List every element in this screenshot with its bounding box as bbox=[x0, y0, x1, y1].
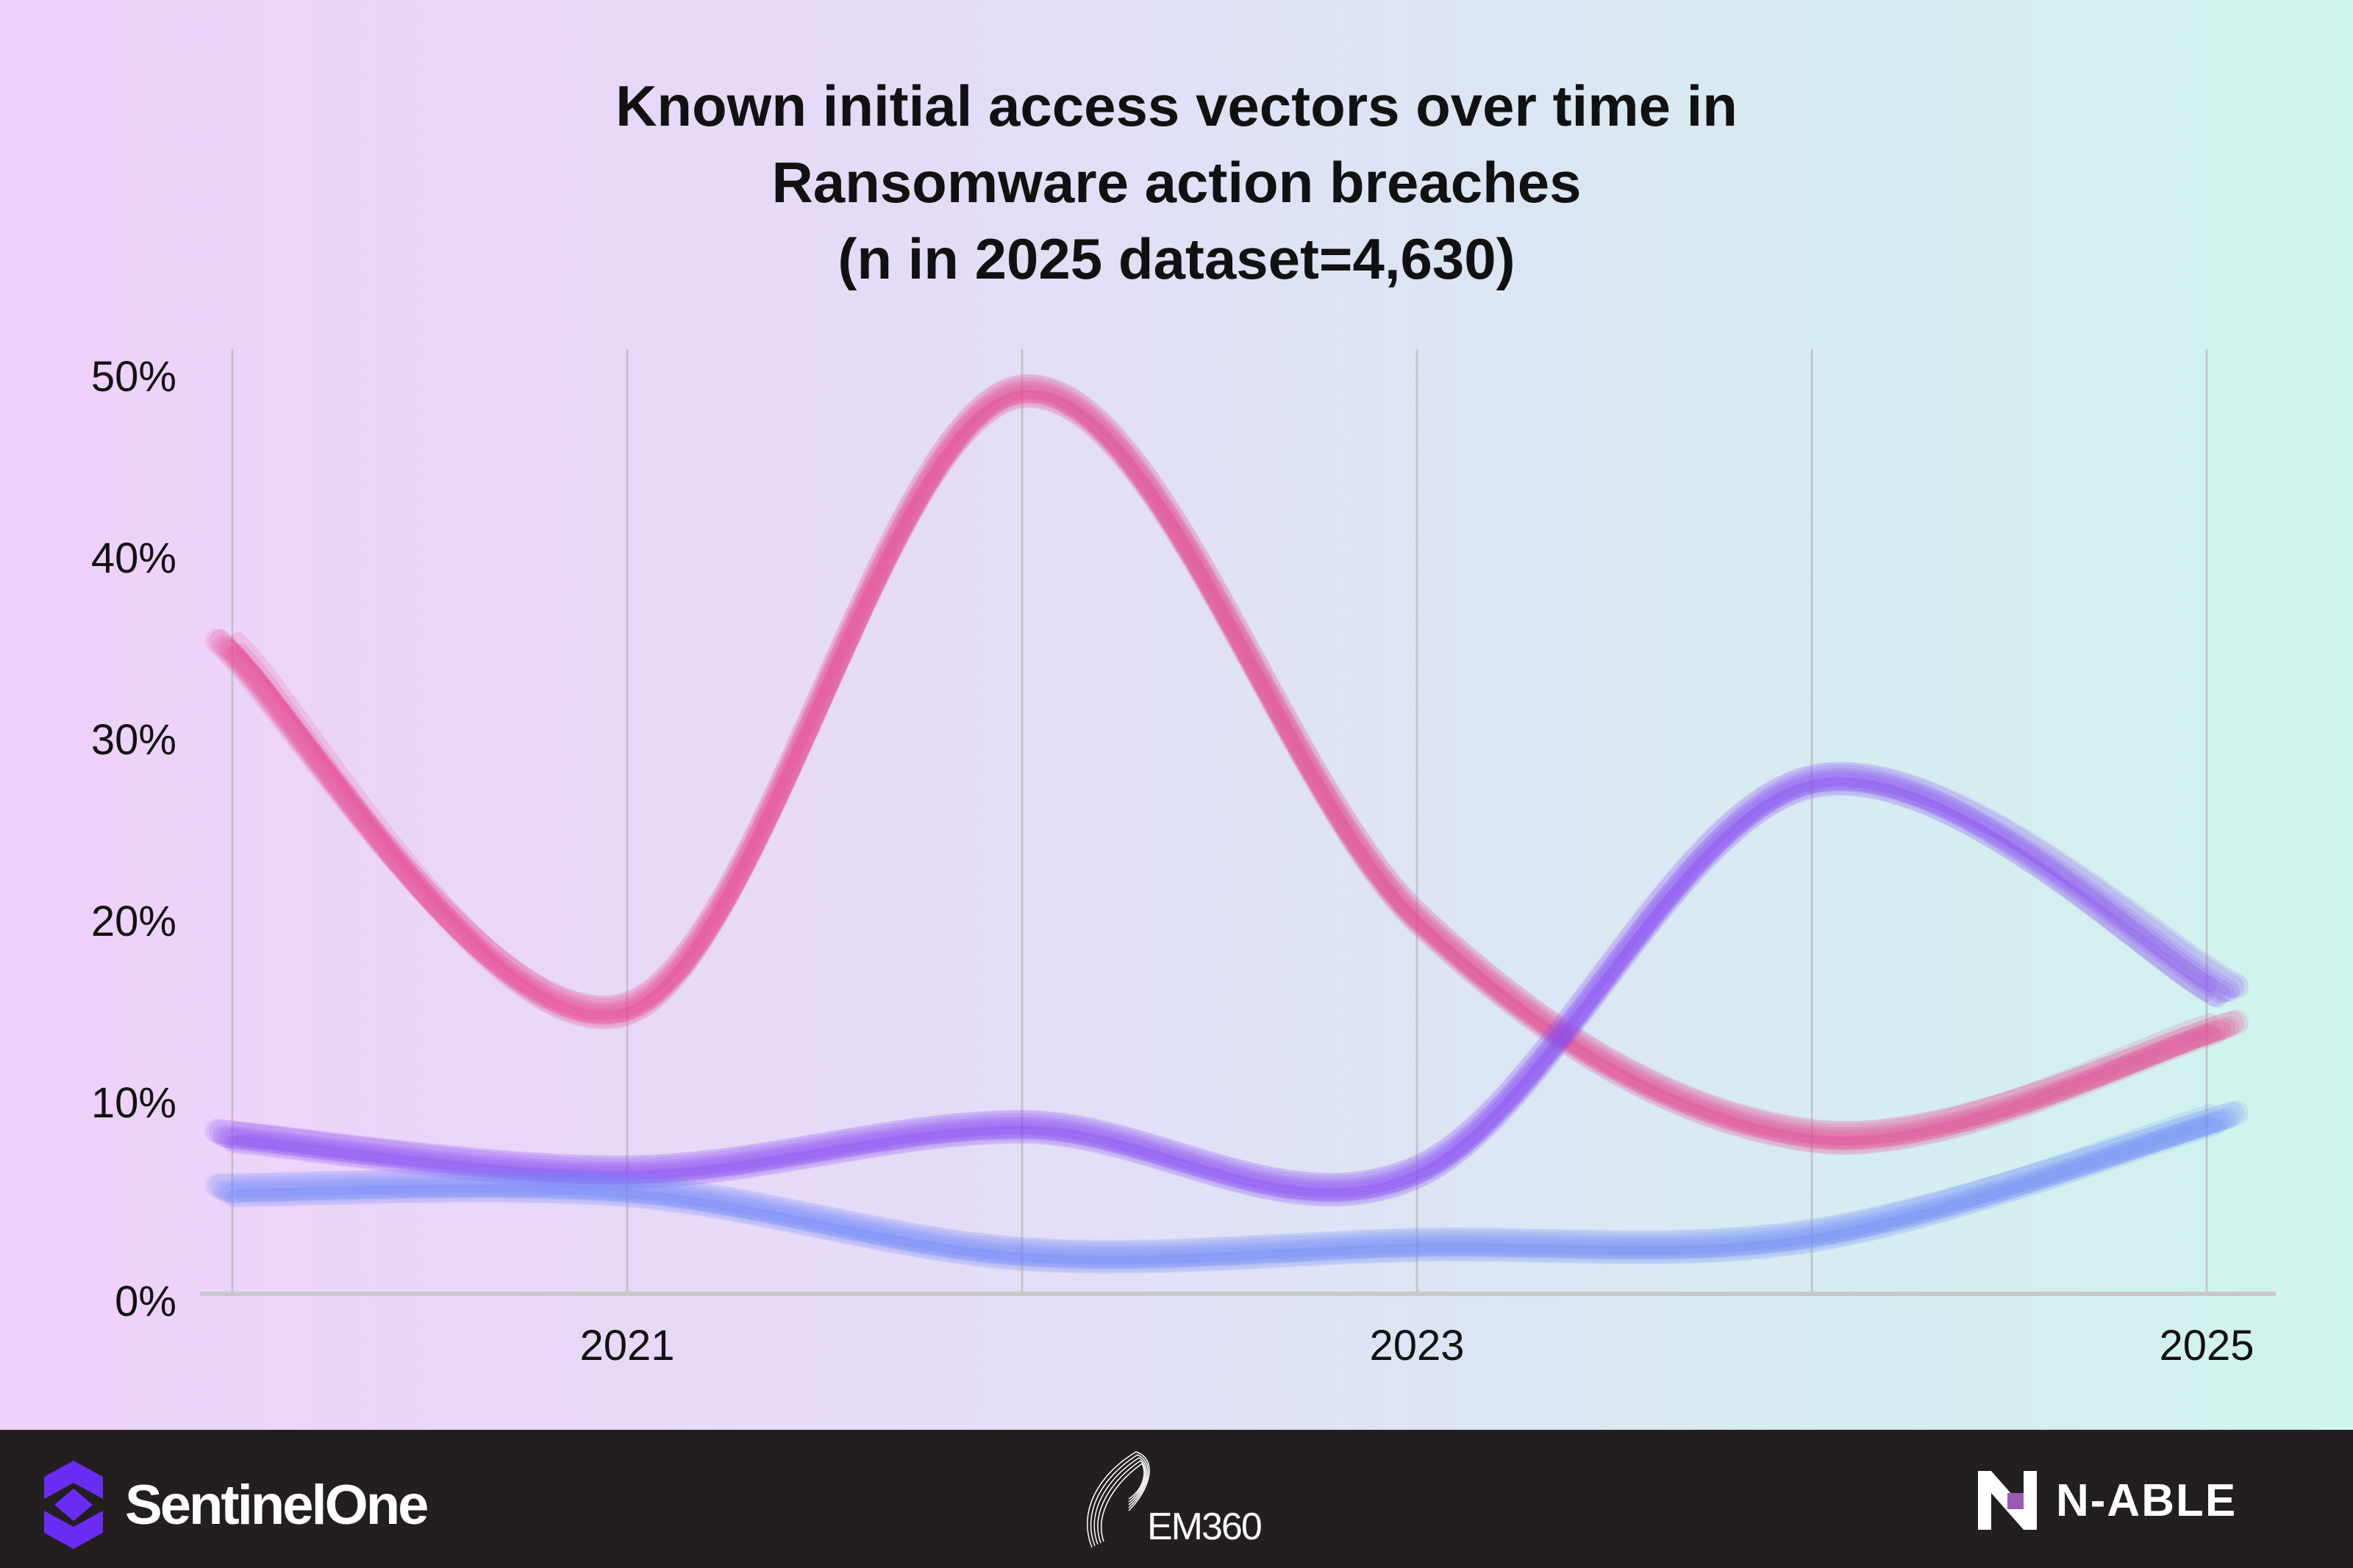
series-line bbox=[209, 1101, 2244, 1264]
series-line bbox=[216, 1109, 2235, 1269]
y-tick-label: 0% bbox=[115, 1278, 176, 1325]
series-line bbox=[231, 765, 2218, 1191]
chart-title-line-2: Ransomware action breaches bbox=[771, 150, 1582, 215]
y-tick-label: 30% bbox=[91, 716, 176, 764]
series-line bbox=[224, 390, 2227, 1156]
series-line bbox=[227, 1117, 2222, 1273]
series-line bbox=[227, 778, 2222, 1206]
x-tick-label: 2025 bbox=[2159, 1322, 2254, 1370]
series-line bbox=[213, 380, 2240, 1150]
x-tick-label: 2023 bbox=[1369, 1322, 1464, 1370]
series-line bbox=[216, 382, 2235, 1150]
series-line bbox=[231, 377, 2218, 1139]
sentinelone-mark-icon bbox=[44, 1461, 103, 1549]
em360-logo: EM360 bbox=[1077, 1445, 1263, 1558]
series-1 bbox=[205, 762, 2249, 1207]
series-line bbox=[205, 374, 2249, 1146]
series-2 bbox=[205, 1100, 2249, 1274]
y-tick-label: 50% bbox=[91, 353, 176, 401]
chart-title: Known initial access vectors over time i… bbox=[0, 68, 2353, 297]
footer-logo-bar: SentinelOne EM360 N-ABLE bbox=[0, 1430, 2353, 1568]
series-line bbox=[224, 1117, 2227, 1274]
n-able-mark-icon bbox=[1978, 1471, 2037, 1530]
series-line bbox=[220, 384, 2231, 1151]
series-line bbox=[231, 1103, 2218, 1258]
chart-title-line-3: (n in 2025 dataset=4,630) bbox=[838, 226, 1515, 291]
series-line bbox=[213, 767, 2240, 1201]
series-line bbox=[213, 1106, 2240, 1269]
x-tick-label: 2021 bbox=[579, 1322, 674, 1370]
series-line bbox=[235, 776, 2213, 1201]
series-line bbox=[216, 770, 2235, 1202]
y-tick-label: 10% bbox=[91, 1079, 176, 1127]
series-line bbox=[235, 1115, 2213, 1268]
series-line bbox=[205, 762, 2249, 1198]
em360-swirl-icon bbox=[1086, 1451, 1150, 1548]
series-line bbox=[220, 1111, 2231, 1270]
series-line bbox=[227, 390, 2222, 1154]
y-tick-label: 40% bbox=[91, 534, 176, 582]
series-0 bbox=[205, 374, 2249, 1156]
series-line bbox=[220, 773, 2231, 1203]
series-line bbox=[224, 778, 2227, 1207]
y-tick-label: 20% bbox=[91, 898, 176, 945]
line-chart: 0% 10% 20% 30% 40% 50% 2021 2023 2025 bbox=[91, 349, 2276, 1370]
sentinelone-logo: SentinelOne bbox=[44, 1461, 429, 1549]
series-line bbox=[209, 762, 2244, 1198]
chart-title-line-1: Known initial access vectors over time i… bbox=[615, 74, 1738, 138]
series-line bbox=[235, 389, 2213, 1149]
series-line bbox=[205, 1100, 2249, 1265]
n-able-logo: N-ABLE bbox=[1978, 1471, 2237, 1530]
series-line bbox=[209, 375, 2244, 1146]
